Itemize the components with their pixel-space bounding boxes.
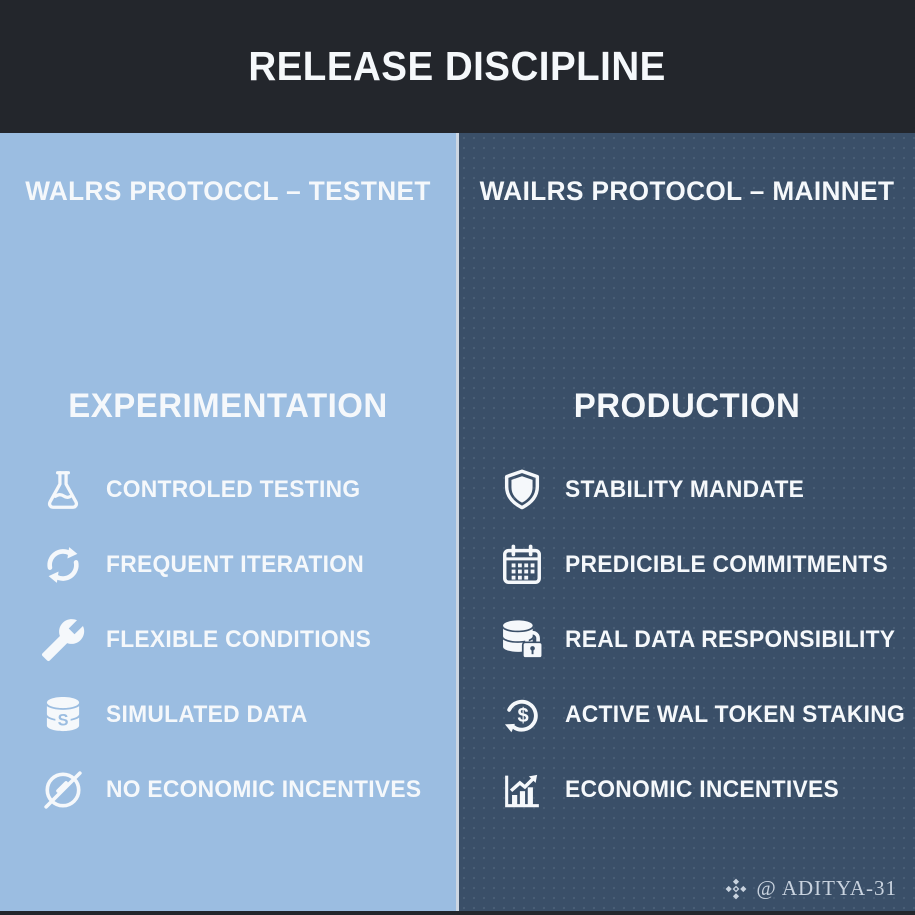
list-item: S SIMULATED DATA [38, 690, 456, 740]
comparison-columns: WALRS PROTOCCL – TESTNET EXPERIMENTATION… [0, 133, 915, 911]
production-heading: PRODUCTION [573, 387, 801, 425]
refresh-icon [38, 540, 88, 590]
item-label: REAL DATA RESPONSIBILITY [565, 626, 896, 653]
item-label: FLEXIBLE CONDITIONS [106, 626, 372, 653]
svg-text:S: S [58, 712, 69, 730]
dollar-cycle-icon: $ [497, 690, 547, 740]
list-item: $ ACTIVE WAL TOKEN STAKING [497, 690, 915, 740]
attribution-footer: @ ADITYA-31 [724, 876, 897, 901]
list-item: CONTROLED TESTING [38, 465, 456, 515]
diamond-logo-icon [724, 877, 748, 901]
author-handle: @ ADITYA-31 [756, 876, 897, 900]
item-label: PREDICIBLE COMMITMENTS [565, 551, 888, 578]
shield-icon [497, 465, 547, 515]
database-lock-icon [497, 615, 547, 665]
list-item: NO ECONOMIC INCENTIVES [38, 765, 456, 815]
flask-icon [38, 465, 88, 515]
list-item: FLEXIBLE CONDITIONS [38, 615, 456, 665]
page-title: RELEASE DISCIPLINE [248, 43, 667, 89]
svg-text:$: $ [518, 705, 529, 727]
calendar-icon [497, 540, 547, 590]
header-bar: RELEASE DISCIPLINE [0, 0, 915, 133]
no-symbol-icon [38, 765, 88, 815]
list-item: REAL DATA RESPONSIBILITY [497, 615, 915, 665]
testnet-column: WALRS PROTOCCL – TESTNET EXPERIMENTATION… [0, 133, 456, 911]
list-item: ECONOMIC INCENTIVES [497, 765, 915, 815]
testnet-column-title: WALRS PROTOCCL – TESTNET [25, 176, 431, 206]
item-label: SIMULATED DATA [106, 701, 308, 728]
item-label: ECONOMIC INCENTIVES [565, 776, 839, 803]
bar-chart-icon [497, 765, 547, 815]
item-label: ACTIVE WAL TOKEN STAKING [565, 701, 905, 728]
list-item: FREQUENT ITERATION [38, 540, 456, 590]
mainnet-item-list: STABILITY MANDATE [459, 465, 915, 815]
list-item: STABILITY MANDATE [497, 465, 915, 515]
item-label: CONTROLED TESTING [106, 476, 361, 503]
item-label: NO ECONOMIC INCENTIVES [106, 776, 422, 803]
list-item: PREDICIBLE COMMITMENTS [497, 540, 915, 590]
wrench-icon [38, 615, 88, 665]
mainnet-column: WAILRS PROTOCOL – MAINNET PRODUCTION STA… [459, 133, 915, 911]
database-icon: S [38, 690, 88, 740]
item-label: STABILITY MANDATE [565, 476, 805, 503]
experimentation-heading: EXPERIMENTATION [68, 387, 388, 425]
testnet-item-list: CONTROLED TESTING FREQUENT ITERATION [0, 465, 456, 815]
item-label: FREQUENT ITERATION [106, 551, 365, 578]
column-divider [456, 133, 459, 911]
mainnet-column-title: WAILRS PROTOCOL – MAINNET [479, 176, 895, 206]
bottom-edge [0, 911, 915, 915]
